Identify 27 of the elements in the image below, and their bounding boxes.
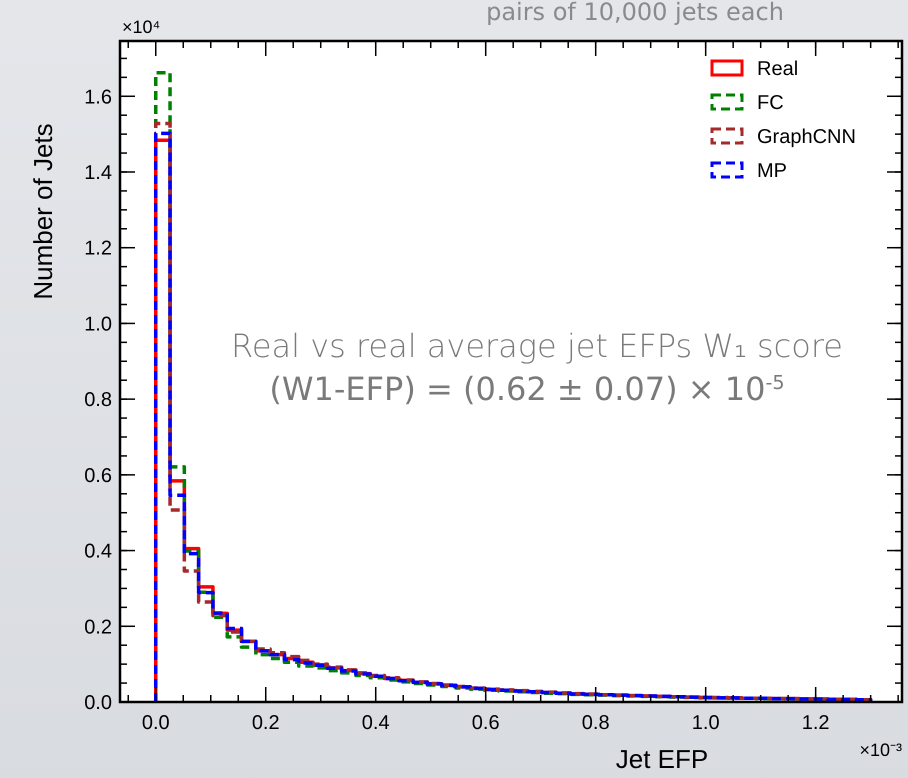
y-axis-title: Number of Jets <box>28 123 58 300</box>
y-tick-label: 0.6 <box>84 464 112 487</box>
y-tick-label: 0.8 <box>84 389 112 412</box>
y-tick-label: 1.2 <box>84 238 112 260</box>
legend-label: MP <box>757 160 787 182</box>
legend-label: Real <box>757 58 798 80</box>
y-tick-label: 0.0 <box>84 692 112 714</box>
x-axis-title: Jet EFP <box>616 744 708 774</box>
x-tick-label: 0.6 <box>472 712 500 734</box>
y-tick-label: 1.4 <box>84 162 112 184</box>
legend-label: FC <box>757 92 784 114</box>
x-tick-label: 0.0 <box>142 712 170 734</box>
y-tick-label: 0.4 <box>84 540 112 563</box>
x-tick-label: 0.8 <box>582 712 610 734</box>
x-tick-label: 0.4 <box>362 712 390 734</box>
y-tick-label: 1.6 <box>84 86 112 108</box>
x-tick-label: 1.0 <box>692 712 720 734</box>
text: pairs of 10,000 jets each <box>486 0 784 26</box>
text: ×10⁻³ <box>859 740 902 760</box>
y-tick-label: 1.0 <box>84 313 112 336</box>
y-tick-label: 0.2 <box>84 616 112 638</box>
legend-label: GraphCNN <box>757 126 856 148</box>
annotation: Real vs real average jet EFPs W₁ score <box>231 327 843 365</box>
annotation: (W1-EFP) = (0.62 ± 0.07) × 10$^{-5}$ <box>269 370 785 408</box>
text: ×10⁴ <box>122 17 160 37</box>
x-tick-label: 1.2 <box>802 712 830 734</box>
x-tick-label: 0.2 <box>252 712 280 734</box>
